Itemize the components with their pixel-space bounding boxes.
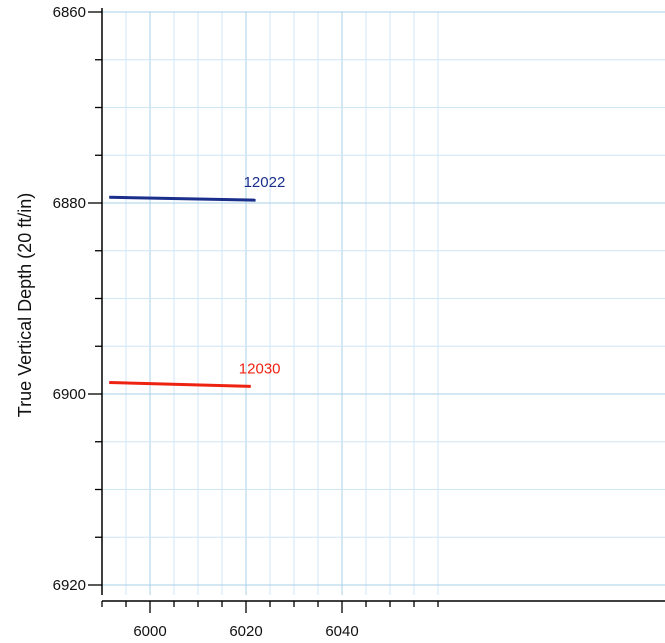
series-label-12030: 12030 — [239, 360, 281, 377]
x-tick-label: 6040 — [325, 623, 358, 640]
series-line-12030 — [109, 381, 251, 388]
series-group: 12022 12030 — [109, 174, 286, 388]
axes: 6860 6880 6900 6920 6000 6020 6040 — [53, 4, 665, 640]
series-line-12022 — [109, 195, 256, 202]
y-tick-label: 6860 — [53, 4, 86, 21]
grid — [102, 11, 665, 595]
y-tick-label: 6880 — [53, 195, 86, 212]
x-tick-label: 6020 — [229, 623, 262, 640]
y-tick-label: 6900 — [53, 386, 86, 403]
x-tick-label: 6000 — [133, 623, 166, 640]
y-tick-label: 6920 — [53, 577, 86, 594]
series-label-12022: 12022 — [244, 174, 286, 191]
y-axis-title: True Vertical Depth (20 ft/in) — [15, 193, 35, 417]
